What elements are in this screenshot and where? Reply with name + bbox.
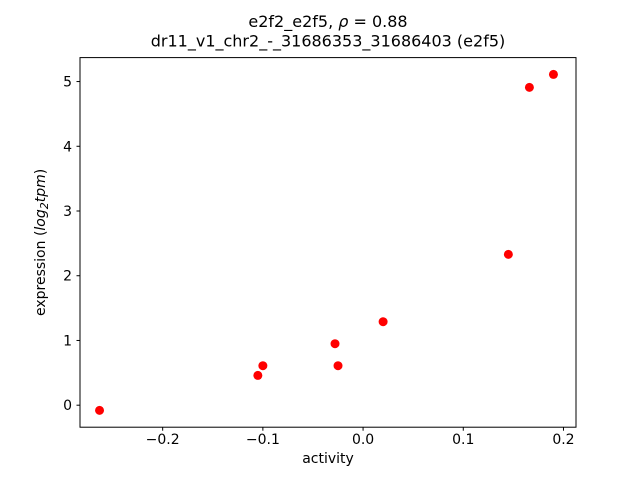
y-tick-label: 5 [63,75,72,91]
x-tick-label: 0.1 [452,432,474,448]
plot-subtitle: dr11_v1_chr2_-_31686353_31686403 (e2f5) [151,32,506,52]
y-tick-label: 0 [63,398,72,414]
y-tick-label: 3 [63,204,72,220]
data-point [548,69,558,79]
y-tick-label: 2 [63,269,72,285]
x-axis-label: activity [302,451,354,467]
y-axis-label: expression (log2tpm) [33,169,51,316]
y-tick-label: 4 [63,139,72,155]
data-point [253,370,263,380]
data-point [258,361,268,371]
data-point [378,317,388,327]
data-point [330,339,340,349]
plot-title: e2f2_e2f5, ρ = 0.88 [248,12,407,32]
axes-frame [79,57,577,428]
x-tick-label: 0.2 [552,432,574,448]
x-tick-label: −0.2 [146,432,180,448]
x-tick-label: −0.1 [246,432,280,448]
data-point [503,249,513,259]
x-tick-label: 0.0 [352,432,374,448]
data-point [95,405,105,415]
y-tick-label: 1 [63,333,72,349]
data-point [524,82,534,92]
data-point [333,361,343,371]
